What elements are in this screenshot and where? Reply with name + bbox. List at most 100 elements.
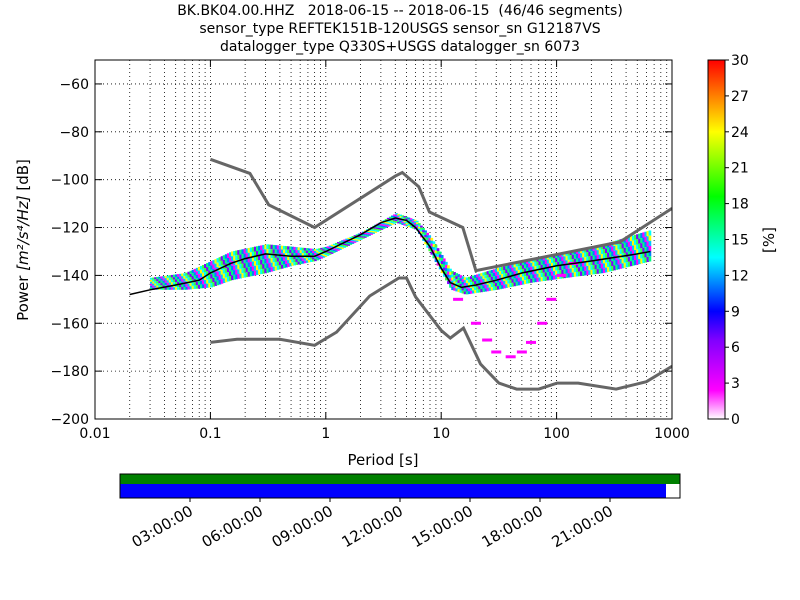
psd-cell bbox=[461, 290, 465, 294]
psd-cell bbox=[490, 283, 494, 288]
psd-cell bbox=[438, 251, 442, 255]
psd-cell bbox=[160, 285, 164, 288]
psd-cell bbox=[258, 255, 261, 261]
psd-cell bbox=[262, 244, 265, 250]
psd-cell bbox=[241, 249, 245, 255]
psd-cell bbox=[280, 257, 284, 262]
psd-cell bbox=[208, 283, 211, 288]
psd-cell bbox=[210, 261, 213, 266]
psd-cell bbox=[337, 242, 340, 244]
psd-cell bbox=[399, 216, 403, 218]
psd-cell bbox=[644, 236, 648, 242]
y-axis-label-units: [m²/s⁴/Hz] bbox=[14, 195, 32, 271]
psd-cell bbox=[598, 254, 602, 260]
psd-cell bbox=[285, 256, 288, 261]
psd-cell bbox=[239, 268, 243, 274]
psd-cell bbox=[517, 266, 521, 270]
psd-cell bbox=[521, 265, 525, 269]
psd-cell bbox=[262, 264, 265, 269]
psd-cell bbox=[586, 270, 589, 276]
psd-cell bbox=[384, 226, 388, 228]
psd-cell bbox=[382, 224, 386, 226]
psd-cell bbox=[370, 232, 373, 234]
psd-cell bbox=[594, 259, 598, 265]
psd-cell bbox=[555, 257, 558, 263]
psd-cell bbox=[212, 273, 216, 278]
psd-cell bbox=[428, 240, 432, 244]
psd-cell bbox=[405, 221, 409, 224]
psd-cell bbox=[386, 223, 390, 226]
psd-cell bbox=[355, 240, 359, 242]
psd-cell bbox=[378, 228, 382, 230]
psd-cell bbox=[258, 250, 261, 256]
psd-cell bbox=[526, 263, 529, 268]
psd-cell bbox=[162, 287, 166, 290]
psd-cell bbox=[318, 248, 321, 251]
psd-cell bbox=[467, 282, 471, 286]
psd-cell bbox=[249, 261, 253, 267]
psd-cell bbox=[501, 266, 504, 271]
psd-cell bbox=[492, 272, 496, 277]
psd-cell bbox=[455, 279, 459, 283]
y-tick-label: −80 bbox=[59, 125, 89, 141]
psd-cell bbox=[565, 273, 569, 278]
psd-cell bbox=[278, 261, 282, 266]
psd-cell bbox=[515, 274, 519, 279]
psd-cell bbox=[496, 271, 500, 276]
psd-cell bbox=[228, 271, 232, 277]
psd-cell bbox=[415, 220, 419, 223]
psd-cell bbox=[150, 283, 153, 286]
psd-cell bbox=[170, 282, 174, 285]
psd-cell bbox=[584, 252, 587, 258]
y-tick-label: −160 bbox=[51, 316, 89, 332]
psd-cell bbox=[555, 274, 558, 280]
psd-cell bbox=[457, 289, 461, 293]
psd-cell bbox=[226, 276, 230, 282]
psd-cell bbox=[609, 247, 612, 252]
psd-cell bbox=[337, 247, 340, 250]
psd-cell bbox=[320, 253, 324, 255]
psd-cell bbox=[187, 271, 191, 275]
psd-cell bbox=[540, 260, 544, 265]
psd-cell bbox=[368, 234, 371, 236]
psd-cell bbox=[314, 253, 317, 256]
psd-cell bbox=[326, 247, 330, 250]
psd-cell bbox=[582, 266, 585, 272]
psd-cell bbox=[536, 269, 540, 274]
psd-cell bbox=[378, 229, 382, 231]
psd-cell bbox=[177, 281, 180, 285]
psd-cell bbox=[503, 280, 506, 285]
psd-cell bbox=[447, 265, 450, 269]
psd-cell bbox=[625, 237, 629, 243]
psd-cell bbox=[442, 258, 446, 262]
psd-cell bbox=[222, 278, 226, 283]
psd-cell bbox=[241, 273, 245, 278]
psd-cell bbox=[621, 258, 625, 264]
psd-cell bbox=[253, 246, 257, 252]
psd-cell bbox=[469, 287, 473, 291]
psd-cell bbox=[488, 284, 492, 288]
psd-cell bbox=[376, 226, 380, 228]
psd-cell bbox=[156, 279, 159, 282]
psd-cell bbox=[596, 254, 600, 260]
psd-cell bbox=[447, 274, 450, 278]
psd-cell bbox=[322, 247, 326, 250]
psd-cell bbox=[646, 256, 650, 263]
psd-cell bbox=[384, 218, 388, 221]
title-line-2: sensor_type REFTEK151B-120USGS sensor_sn… bbox=[199, 21, 601, 37]
psd-cell bbox=[320, 254, 324, 257]
psd-cell bbox=[465, 291, 469, 295]
psd-cell bbox=[418, 230, 421, 233]
psd-cell bbox=[509, 264, 513, 269]
psd-cell bbox=[341, 240, 344, 242]
psd-cell bbox=[507, 268, 511, 273]
psd-cell bbox=[183, 284, 186, 288]
psd-cell bbox=[461, 279, 465, 282]
psd-cell bbox=[476, 280, 479, 284]
psd-cell bbox=[648, 245, 652, 252]
psd-cell bbox=[501, 281, 504, 286]
psd-cell bbox=[241, 263, 245, 269]
psd-cell bbox=[168, 287, 172, 290]
time-coverage-bar bbox=[119, 473, 681, 502]
psd-cell bbox=[253, 256, 257, 262]
